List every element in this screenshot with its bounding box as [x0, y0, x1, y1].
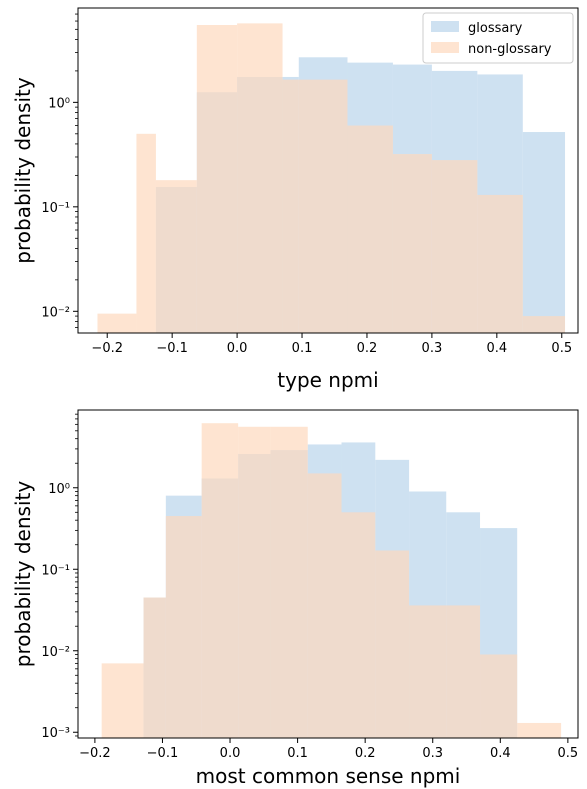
bar-non-glossary-9	[431, 160, 478, 333]
x-tick-label: 0.0	[227, 341, 248, 356]
legend-swatch-non-glossary	[431, 42, 459, 53]
legend-label-glossary: glossary	[468, 21, 523, 36]
x-tick-label: 0.5	[558, 746, 579, 761]
bar-non-glossary-2	[155, 180, 197, 333]
y-tick-label: 10⁰	[48, 96, 70, 111]
bar-non-glossary-9	[409, 605, 447, 738]
axes-frame	[77, 409, 579, 739]
bar-non-glossary-1	[143, 597, 166, 738]
bar-non-glossary-5	[282, 79, 299, 333]
bar-non-glossary-8	[375, 550, 410, 738]
legend-box	[422, 12, 574, 64]
legend: glossary non-glossary	[422, 12, 574, 64]
y-axis-label: probability density	[11, 481, 35, 668]
x-tick-label: 0.1	[287, 746, 308, 761]
y-tick-label: 10⁻¹	[41, 201, 70, 216]
x-tick-label: 0.1	[292, 341, 313, 356]
bar-non-glossary-0	[101, 663, 144, 738]
x-tick-label: 0.3	[422, 746, 443, 761]
x-axis-label: most common sense npmi	[196, 764, 461, 788]
x-tick-label: −0.1	[147, 746, 179, 761]
x-tick-label: 0.0	[220, 746, 241, 761]
series-non-glossary	[101, 423, 562, 738]
bar-non-glossary-2	[165, 516, 202, 738]
bar-non-glossary-1	[136, 133, 156, 333]
x-tick-label: 0.5	[551, 341, 572, 356]
legend-label-non-glossary: non-glossary	[468, 42, 552, 57]
bar-non-glossary-6	[298, 79, 348, 333]
x-tick-label: 0.4	[486, 341, 507, 356]
bar-glossary-9	[522, 132, 566, 333]
x-tick-label: 0.2	[355, 746, 376, 761]
axes-frame	[77, 7, 579, 334]
x-tick-label: −0.2	[79, 746, 111, 761]
x-tick-label: −0.1	[156, 341, 188, 356]
bar-non-glossary-3	[196, 25, 238, 333]
bar-non-glossary-12	[517, 722, 562, 738]
bar-non-glossary-0	[97, 313, 137, 333]
series-non-glossary	[97, 23, 566, 333]
bar-non-glossary-11	[522, 316, 566, 333]
x-tick-label: 0.3	[422, 341, 443, 356]
bar-non-glossary-10	[477, 194, 523, 333]
y-tick-label: 10⁻¹	[41, 563, 70, 578]
bar-non-glossary-6	[307, 473, 342, 738]
histogram-most-common-sense-npmi: −0.2 −0.1 0.0 0.1 0.2 0.3 0.4 0.5 10⁻³ 10⁻² 10⁻¹ 10…	[11, 409, 579, 788]
y-tick-label: 10⁻²	[41, 305, 70, 320]
bar-non-glossary-7	[341, 512, 376, 738]
bar-non-glossary-8	[392, 154, 432, 333]
y-axis-label: probability density	[11, 77, 35, 264]
bar-non-glossary-4	[238, 426, 271, 738]
y-tick-label: 10⁻²	[41, 645, 70, 660]
bar-non-glossary-3	[201, 423, 239, 738]
bar-non-glossary-7	[347, 125, 393, 333]
x-tick-label: 0.4	[490, 746, 511, 761]
y-tick-label: 10⁰	[48, 482, 70, 497]
legend-swatch-glossary	[431, 21, 459, 32]
y-tick-label: 10⁻³	[41, 726, 70, 741]
bar-non-glossary-11	[480, 654, 518, 738]
x-tick-label: 0.2	[357, 341, 378, 356]
bar-non-glossary-10	[446, 605, 481, 738]
x-axis-label: type npmi	[277, 368, 378, 392]
bar-non-glossary-4	[237, 23, 283, 333]
x-tick-label: −0.2	[91, 341, 123, 356]
bar-non-glossary-5	[270, 426, 308, 738]
histogram-type-npmi: −0.2 −0.1 0.0 0.1 0.2 0.3 0.4 0.5 10⁻² 10⁻¹ 10⁰ typ…	[11, 7, 579, 392]
